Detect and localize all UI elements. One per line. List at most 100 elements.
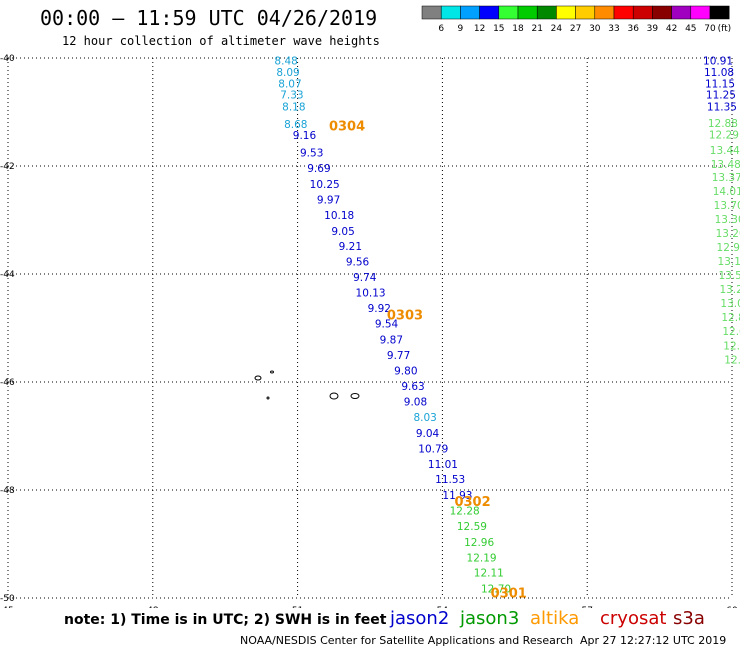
latitude-tick-label: -40	[0, 54, 15, 64]
wave-height-value: 12.20	[724, 354, 740, 366]
wave-height-value: 12.90	[717, 242, 740, 254]
wave-height-value: 9.74	[353, 272, 377, 284]
wave-height-value: 10.91	[703, 56, 733, 68]
scale-label: 27	[570, 24, 581, 34]
generated-timestamp: Apr 27 12:27:12 UTC 2019	[580, 634, 727, 647]
pass-time-label: 0301	[491, 587, 527, 602]
longitude-tick-label: 54	[437, 606, 449, 608]
wave-height-value: 12.70	[481, 583, 511, 595]
page-subtitle: 12 hour collection of altimeter wave hei…	[62, 34, 380, 48]
scale-label: 24	[551, 24, 563, 34]
scale-label: 36	[627, 24, 639, 34]
wave-height-value: 9.97	[317, 194, 340, 206]
island-outline	[350, 393, 360, 399]
wave-height-value: 9.05	[331, 226, 354, 238]
scale-label: 6	[438, 24, 444, 34]
page-title: 00:00 – 11:59 UTC 04/26/2019	[40, 6, 378, 30]
wave-height-value: 7.33	[280, 90, 303, 102]
wave-height-value: 12.80	[721, 312, 740, 324]
wave-height-value: 10.25	[310, 179, 340, 191]
wave-height-value: 11.35	[707, 102, 737, 114]
wave-height-value: 13.10	[718, 256, 740, 268]
island-outline	[266, 396, 270, 400]
wave-height-value: 12.96	[464, 537, 494, 549]
legend-s3a: s3a	[673, 608, 705, 629]
wave-height-value: 9.16	[293, 130, 317, 142]
latitude-tick-label: -50	[0, 594, 15, 604]
wave-height-value: 8.07	[278, 78, 301, 90]
scale-label: 9	[458, 24, 464, 34]
longitude-tick-label: 45	[2, 606, 13, 608]
scale-label: 18	[512, 24, 524, 34]
wave-height-value: 12.29	[709, 130, 739, 142]
wave-height-value: 8.09	[276, 67, 299, 79]
legend-jason2: jason2	[390, 608, 450, 629]
wave-height-value: 12.19	[467, 553, 497, 565]
wave-height-value: 12.59	[457, 521, 487, 533]
wave-height-value: 13.70	[714, 200, 740, 212]
wave-height-value: 9.56	[346, 257, 370, 269]
wave-height-value: 12.40	[723, 340, 740, 352]
wave-height-value: 10.18	[324, 210, 354, 222]
latitude-tick-label: -44	[0, 270, 15, 280]
wave-height-value: 12.88	[708, 118, 738, 130]
wave-height-value: 9.92	[368, 303, 391, 315]
legend-altika: altika	[530, 608, 580, 629]
wave-height-value: 10.13	[356, 287, 386, 299]
scale-label: 12	[474, 24, 485, 34]
wave-height-value: 8.03	[413, 412, 436, 424]
wave-height-value: 13.00	[720, 298, 740, 310]
legend-jason3: jason3	[460, 608, 520, 629]
longitude-tick-label: 51	[292, 606, 303, 608]
credit-text: NOAA/NESDIS Center for Satellite Applica…	[240, 634, 574, 647]
wave-height-color-scale: 6 9 12 15 18 21 24 27 30 33 36 39 42 45 70 (ft)	[421, 5, 732, 34]
island-outline	[254, 375, 262, 381]
wave-height-value: 13.20	[719, 284, 740, 296]
longitude-tick-label: 48	[147, 606, 159, 608]
scale-label: 70	[704, 24, 716, 34]
wave-height-value: 8.48	[274, 56, 297, 68]
wave-height-value: 11.15	[705, 78, 735, 90]
longitude-tick-label: 60	[726, 606, 738, 608]
wave-height-value: 11.08	[704, 67, 734, 79]
latitude-tick-label: -48	[0, 486, 15, 496]
wave-height-map: 454851545760-40-42-44-46-48-508.488.098.…	[0, 54, 740, 608]
wave-height-value: 12.28	[450, 506, 480, 518]
wave-height-value: 13.30	[715, 214, 740, 226]
scale-label: 15	[493, 24, 504, 34]
wave-height-value: 11.01	[428, 459, 458, 471]
wave-height-value: 9.69	[307, 163, 330, 175]
longitude-tick-label: 57	[581, 606, 592, 608]
wave-height-value: 9.04	[416, 428, 440, 440]
wave-height-value: 13.20	[716, 228, 740, 240]
wave-height-value: 13.48	[711, 159, 740, 171]
scale-unit-label: (ft)	[718, 24, 732, 34]
wave-height-value: 13.37	[712, 172, 740, 184]
wave-height-value: 11.53	[435, 474, 465, 486]
wave-height-value: 12.11	[474, 568, 504, 580]
footer-note: note: 1) Time is in UTC; 2) SWH is in fe…	[64, 612, 387, 628]
scale-label: 21	[531, 24, 542, 34]
wave-height-value: 10.79	[418, 443, 448, 455]
scale-label: 30	[589, 24, 601, 34]
wave-height-value: 14.01	[713, 186, 740, 198]
wave-height-value: 9.63	[401, 381, 424, 393]
wave-height-value: 9.21	[339, 241, 362, 253]
scale-label: 33	[608, 24, 619, 34]
wave-height-value: 12.60	[722, 326, 740, 338]
latitude-tick-label: -46	[0, 378, 15, 388]
wave-height-value: 9.80	[394, 366, 417, 378]
wave-height-value: 13.44	[710, 145, 740, 157]
wave-height-value: 9.87	[380, 334, 403, 346]
wave-height-value: 11.93	[442, 490, 472, 502]
wave-height-value: 9.53	[300, 148, 323, 160]
wave-height-value: 13.50	[718, 270, 740, 282]
scale-label: 45	[685, 24, 696, 34]
wave-height-value: 9.54	[375, 319, 399, 331]
scale-swatch	[709, 5, 730, 20]
wave-height-value: 8.18	[282, 102, 305, 114]
scale-label: 42	[666, 24, 677, 34]
wave-height-value: 9.08	[404, 396, 427, 408]
scale-label: 39	[647, 24, 659, 34]
